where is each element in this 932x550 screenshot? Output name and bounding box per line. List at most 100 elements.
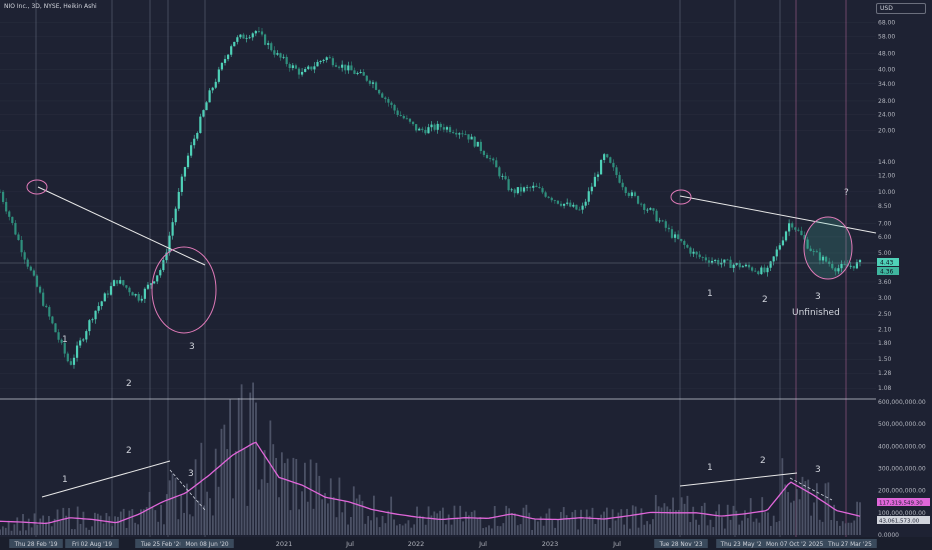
volume-axis[interactable]: 600,000,000.00 500,000,000.00 400,000,000.… [878,399,926,539]
peak-circle-2023[interactable] [670,189,692,205]
volume-bar [286,458,289,535]
price-tick-label: 40.00 [878,66,895,73]
volume-bar [778,520,781,535]
volume-bar [772,515,775,535]
date-marker-label: Mon 08 Jun '20 [185,542,228,548]
candle-body [784,231,788,241]
volume-bar [352,486,355,535]
price-badge [877,258,899,266]
candle-body [837,268,840,272]
volume-bar [134,522,137,535]
candle-body [544,192,547,197]
candle-body [88,320,91,332]
price-tick-label: 1.50 [878,356,892,363]
volume-bar [275,457,278,535]
trendline-2023[interactable] [679,195,877,234]
candle-body [285,56,288,65]
candle-body [566,202,569,204]
peak-circle-2019[interactable] [26,179,48,195]
candle-body [757,271,760,275]
volume-bar [482,528,485,535]
currency-selector[interactable]: USD [876,3,926,14]
volume-bar [209,498,211,535]
volume-bar [859,502,861,535]
trendline-2019[interactable] [37,186,206,266]
candle-body [840,264,843,269]
candle-body [858,260,862,263]
candle-body [815,251,818,253]
volume-bar [117,516,119,535]
volume-bar [19,530,22,535]
candle-body [803,235,806,240]
symbol-header[interactable]: NIO Inc., 3D, NYSE, Heikin Ashi [4,3,97,10]
volume-trendline-2[interactable] [679,472,798,487]
volume-bar [171,473,174,535]
candle-body [223,59,227,63]
volume-bar [620,509,623,535]
volume-bar [505,505,508,535]
volume-bar [396,525,398,535]
candle-body [738,263,741,268]
candle-body [202,110,205,117]
volume-bar [370,520,372,535]
date-marker-label: Tue 25 Feb '20 [140,542,183,548]
price-tick-label: 5.00 [878,250,892,257]
candle-body [683,240,686,245]
candle-body [572,204,575,207]
candle-body [781,240,785,246]
candle-body [415,124,418,131]
candle-body [233,41,236,47]
time-axis[interactable]: 2021 Jul 2022 Jul 2023 Jul Thu 28 Feb '19 Fri 0… [0,537,932,550]
candle-body [800,230,803,236]
candle-body [165,252,168,261]
volume-trendline-1[interactable] [41,460,171,498]
volume-bar [660,507,663,535]
date-marker-box [65,539,119,548]
grid-lines [0,22,876,389]
candle-body [331,58,335,66]
volume-bar [536,521,539,535]
candle-body [433,124,436,130]
time-tick-label: 2023 [542,540,559,548]
volume-bar [792,500,795,535]
volume-bar [744,510,746,535]
target-ellipse-2025[interactable] [803,216,853,280]
candle-body [5,201,8,212]
volume-bar [623,524,626,535]
price-tick-label: 12.00 [878,173,895,180]
candle-body [214,81,217,88]
volume-bar [810,515,813,535]
candle-body [17,234,20,240]
candle-body [556,200,560,204]
candle-body [621,182,624,188]
volume-bar [721,517,723,535]
volume-bar [301,491,303,535]
volume-bar [698,524,700,535]
candle-body [199,116,202,133]
volume-bar [303,462,306,535]
volume-bar [355,498,358,535]
candle-body [849,265,852,267]
candle-body [495,160,498,168]
volume-bar [145,507,148,535]
candle-body [32,270,36,276]
candle-body [54,323,57,333]
volume-bar [128,510,131,535]
candle-body [196,132,199,139]
price-badge-text: 4.43 [880,260,894,267]
volume-bar [467,515,470,535]
volume-bar [36,524,39,535]
volume-wave-2a: 2 [126,446,132,456]
volume-bar [407,520,410,535]
price-axis[interactable]: 68.00 58.00 48.00 40.00 34.00 28.00 24.00 20.00… [878,20,895,393]
candle-body [464,134,467,136]
volume-bar [436,513,439,535]
candle-body [362,72,365,76]
volume-tick-label: 600,000,000.00 [878,399,926,406]
breakout-ellipse-2020[interactable] [151,246,217,334]
volume-bar [680,497,683,535]
candle-body [547,196,550,198]
volume-bar [108,516,111,535]
candle-body [516,187,519,194]
